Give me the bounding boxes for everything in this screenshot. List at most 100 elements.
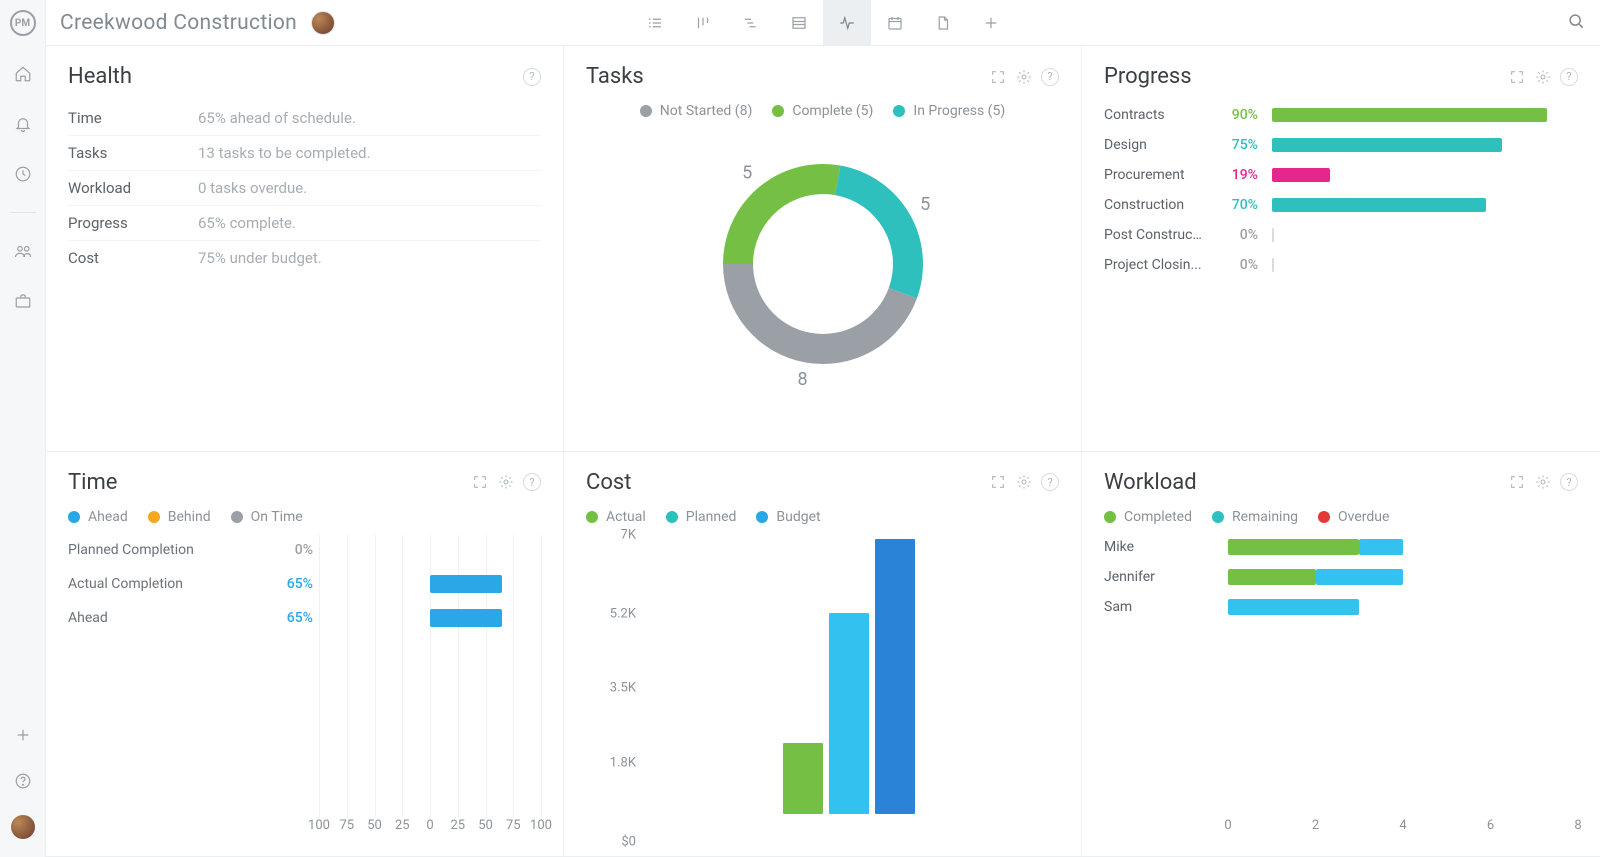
legend-label: Behind — [168, 509, 211, 525]
legend-dot — [1212, 511, 1224, 523]
legend-dot — [756, 511, 768, 523]
workload-tick: 0 — [1224, 818, 1231, 833]
gear-icon[interactable] — [1015, 68, 1033, 86]
view-add[interactable] — [967, 0, 1015, 46]
plus-icon[interactable] — [14, 723, 32, 747]
progress-name: Procurement — [1104, 167, 1204, 183]
home-icon[interactable] — [14, 62, 32, 86]
legend-label: Budget — [776, 509, 820, 525]
search-icon[interactable] — [1566, 11, 1586, 35]
tasks-legend: Not Started (8) Complete (5) In Progress (… — [586, 103, 1059, 119]
card-title: Time — [68, 470, 117, 495]
view-activity[interactable] — [823, 0, 871, 46]
legend-item[interactable]: Budget — [756, 509, 820, 525]
help-icon[interactable]: ? — [1560, 473, 1578, 491]
progress-bar — [1272, 138, 1502, 152]
card-workload: Workload ? CompletedRemainingOverdue Mik… — [1082, 452, 1600, 857]
time-legend: Ahead Behind On Time — [68, 509, 541, 525]
view-list[interactable] — [631, 0, 679, 46]
legend-item[interactable]: Completed — [1104, 509, 1192, 525]
progress-track — [1272, 198, 1578, 212]
expand-icon[interactable] — [989, 473, 1007, 491]
legend-label: Not Started (8) — [660, 103, 753, 119]
help-icon[interactable]: ? — [1041, 68, 1059, 86]
tasks-donut: 855 — [586, 129, 1059, 437]
svg-text:8: 8 — [797, 369, 807, 389]
bell-icon[interactable] — [14, 112, 32, 136]
people-icon[interactable] — [14, 239, 32, 263]
help-icon[interactable]: ? — [523, 68, 541, 86]
progress-row: Procurement 19% — [1104, 167, 1578, 183]
cost-ylabel: 7K — [586, 527, 636, 542]
legend-item[interactable]: Actual — [586, 509, 646, 525]
expand-icon[interactable] — [471, 473, 489, 491]
health-row: Cost75% under budget. — [68, 241, 541, 275]
user-avatar[interactable] — [11, 815, 35, 839]
health-label: Tasks — [68, 144, 198, 162]
progress-bar — [1272, 108, 1547, 122]
health-label: Cost — [68, 249, 198, 267]
legend-label: On Time — [251, 509, 303, 525]
legend-item[interactable]: Ahead — [68, 509, 128, 525]
expand-icon[interactable] — [1508, 68, 1526, 86]
project-title: Creekwood Construction — [60, 11, 297, 35]
progress-bar — [1272, 198, 1486, 212]
card-title: Progress — [1104, 64, 1192, 89]
time-row-plot — [319, 609, 541, 627]
health-row: Workload0 tasks overdue. — [68, 171, 541, 206]
gear-icon[interactable] — [1534, 473, 1552, 491]
card-title: Health — [68, 64, 132, 89]
card-health: Health ? Time65% ahead of schedule.Tasks… — [46, 46, 564, 452]
legend-label: In Progress (5) — [913, 103, 1005, 119]
progress-bar — [1272, 258, 1274, 272]
gear-icon[interactable] — [1534, 68, 1552, 86]
legend-item[interactable]: Complete (5) — [772, 103, 873, 119]
cost-chart: $01.8K3.5K5.2K7K — [586, 535, 1059, 843]
legend-item[interactable]: Planned — [666, 509, 737, 525]
clock-icon[interactable] — [14, 162, 32, 186]
legend-item[interactable]: Remaining — [1212, 509, 1298, 525]
progress-track — [1272, 108, 1578, 122]
help-icon[interactable]: ? — [1560, 68, 1578, 86]
legend-item[interactable]: Not Started (8) — [640, 103, 753, 119]
view-table[interactable] — [775, 0, 823, 46]
workload-track — [1228, 569, 1578, 585]
svg-text:5: 5 — [742, 163, 752, 184]
progress-track — [1272, 228, 1578, 242]
legend-dot — [1104, 511, 1116, 523]
progress-name: Design — [1104, 137, 1204, 153]
time-row: Ahead65% — [68, 603, 541, 633]
view-board[interactable] — [679, 0, 727, 46]
progress-bar — [1272, 168, 1330, 182]
legend-item[interactable]: On Time — [231, 509, 303, 525]
expand-icon[interactable] — [1508, 473, 1526, 491]
legend-item[interactable]: In Progress (5) — [893, 103, 1005, 119]
workload-segment — [1228, 599, 1359, 615]
legend-dot — [893, 105, 905, 117]
view-files[interactable] — [919, 0, 967, 46]
cost-bar — [829, 613, 869, 814]
help-icon[interactable]: ? — [523, 473, 541, 491]
help-icon[interactable] — [14, 769, 32, 793]
card-title: Cost — [586, 470, 631, 495]
gear-icon[interactable] — [497, 473, 515, 491]
health-value: 13 tasks to be completed. — [198, 144, 370, 162]
nav-rail: PM — [0, 0, 46, 857]
workload-row: Jennifer — [1104, 569, 1578, 585]
cost-ylabel: $0 — [586, 835, 636, 850]
legend-item[interactable]: Overdue — [1318, 509, 1389, 525]
progress-pct: 75% — [1218, 137, 1258, 153]
view-gantt[interactable] — [727, 0, 775, 46]
legend-item[interactable]: Behind — [148, 509, 211, 525]
time-row-bar — [430, 609, 502, 627]
workload-row: Mike — [1104, 539, 1578, 555]
progress-pct: 19% — [1218, 167, 1258, 183]
workload-track — [1228, 539, 1578, 555]
help-icon[interactable]: ? — [1041, 473, 1059, 491]
expand-icon[interactable] — [989, 68, 1007, 86]
app-logo[interactable]: PM — [10, 10, 36, 36]
view-calendar[interactable] — [871, 0, 919, 46]
gear-icon[interactable] — [1015, 473, 1033, 491]
project-avatar[interactable] — [311, 11, 335, 35]
briefcase-icon[interactable] — [14, 289, 32, 313]
